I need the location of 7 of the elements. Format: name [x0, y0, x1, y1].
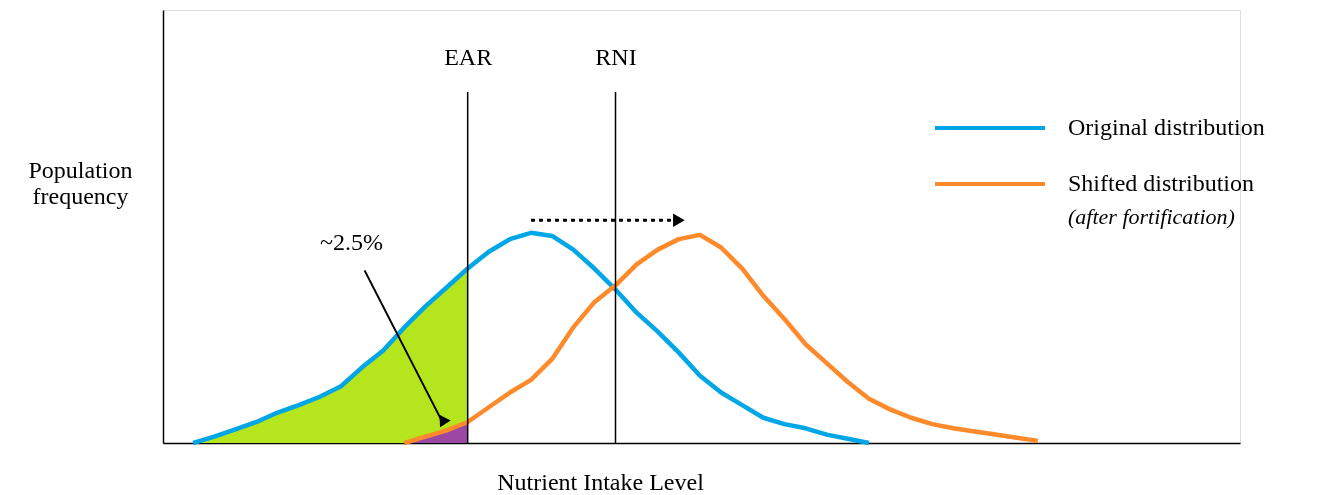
x-tick-label: EAR — [444, 43, 493, 70]
x-tick-label: RNI — [595, 43, 637, 70]
x-axis-title: Nutrient Intake Level — [497, 468, 705, 495]
annotation: ~2.5% — [320, 229, 384, 256]
legend-label: Shifted distribution (after fortification) — [1068, 170, 1254, 229]
legend-label: Original distribution — [1068, 114, 1265, 140]
y-axis-title: Population frequency — [28, 156, 133, 209]
